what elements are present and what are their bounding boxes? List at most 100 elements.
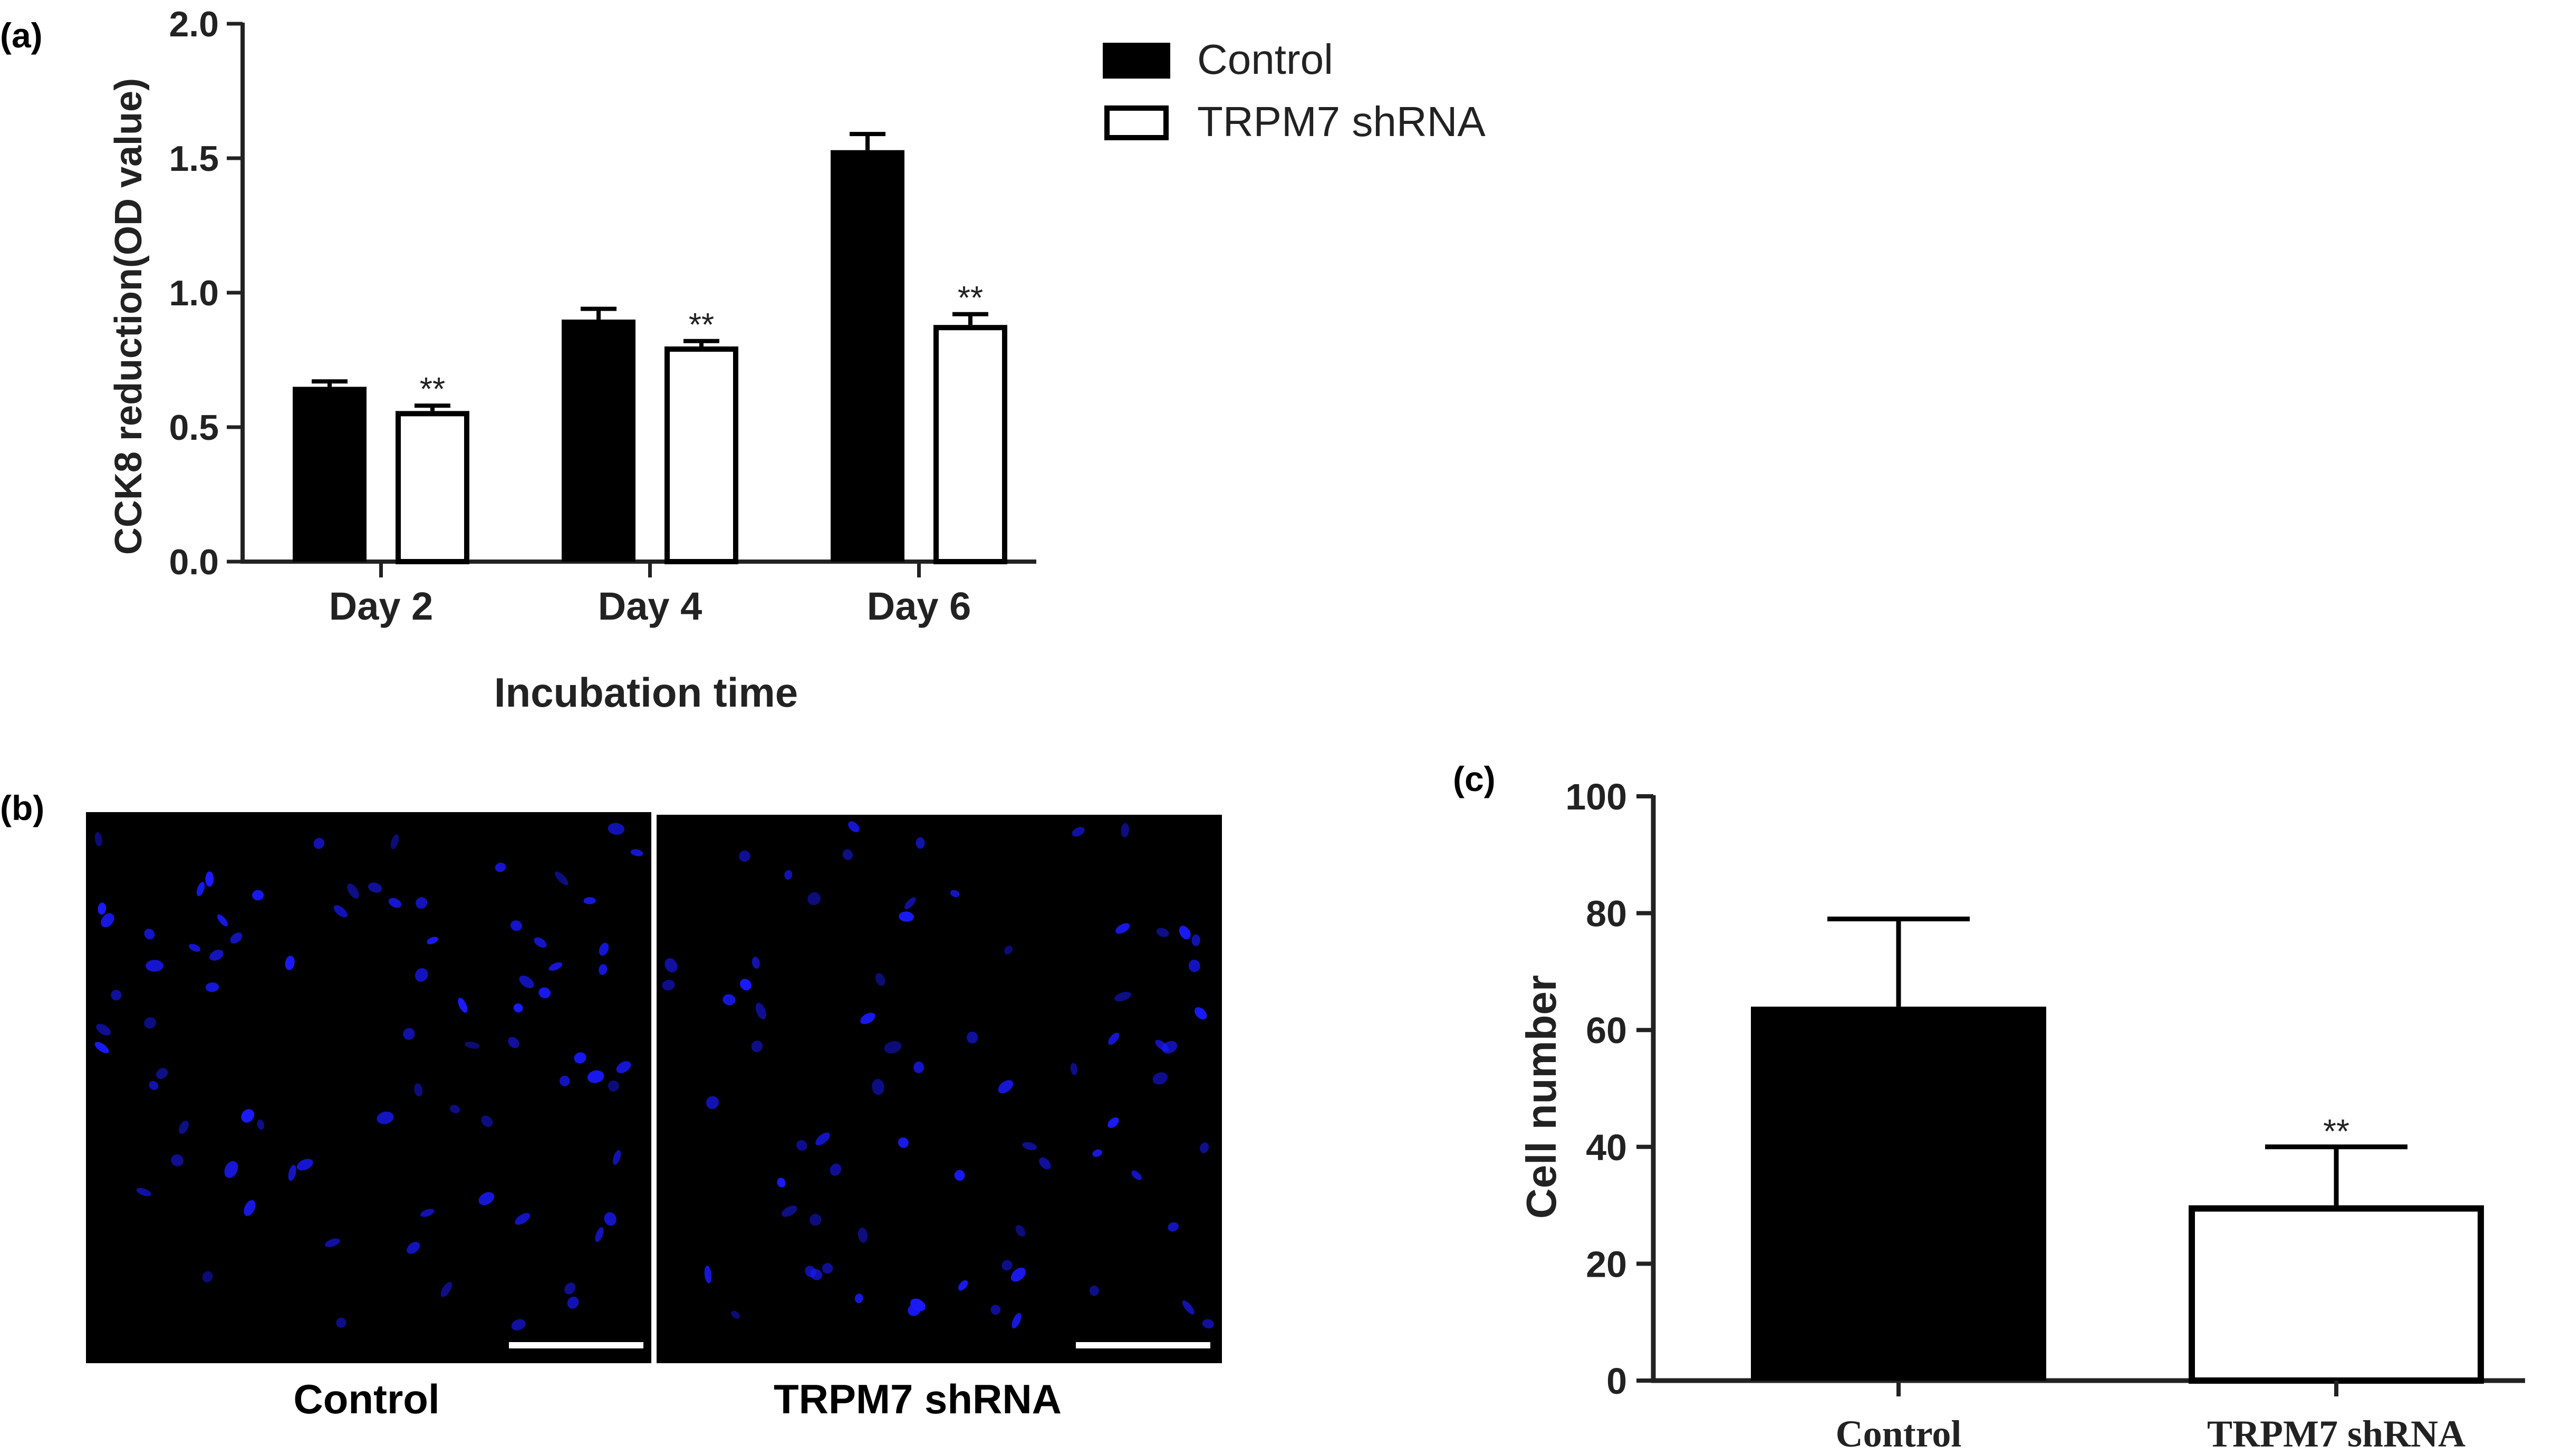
nucleus [706, 1096, 719, 1110]
nucleus [420, 1209, 435, 1217]
nucleus [564, 1283, 576, 1295]
nucleus [427, 937, 438, 944]
nucleus [608, 1080, 619, 1092]
nucleus [704, 1265, 712, 1284]
nucleus [815, 1132, 830, 1145]
nucleus [723, 994, 736, 1006]
chart-a-x-tick-label: Day 4 [598, 584, 702, 628]
nucleus [1182, 1300, 1195, 1315]
nucleus [111, 989, 122, 1001]
nucleus [156, 1068, 168, 1079]
nucleus [244, 1200, 256, 1216]
nucleus [202, 1271, 213, 1283]
significance-marker: ** [689, 307, 714, 343]
legend-label-control: Control [1197, 36, 1333, 83]
nucleus [599, 942, 609, 956]
bar-trpm7-shrna-day-2 [396, 411, 469, 565]
nucleus [548, 962, 563, 971]
nucleus [171, 1154, 184, 1166]
chart-c-bars: ** [1751, 917, 2484, 1384]
nucleus [751, 1040, 763, 1053]
nucleus [178, 1120, 189, 1134]
nucleus [241, 1109, 254, 1123]
chart-c-y-tick-label: 60 [1586, 1010, 1627, 1051]
nucleus [388, 898, 402, 908]
nucleus [508, 1037, 519, 1048]
nucleus [495, 862, 506, 872]
chart-c-y-ticks: 0 20 40 60 80 100 [1565, 776, 1653, 1402]
nucleus [739, 850, 750, 862]
chart-c-y-tick-label: 80 [1586, 893, 1627, 934]
nucleus [209, 949, 224, 961]
nucleus [630, 849, 643, 856]
bar-control-day-4 [562, 320, 635, 562]
nucleus [913, 1061, 924, 1074]
bar-control-day-6 [831, 150, 904, 562]
nucleus [613, 1150, 621, 1165]
nucleus [731, 1310, 740, 1319]
nucleus [465, 1042, 480, 1049]
nucleus [954, 1170, 965, 1181]
nucleus [872, 1079, 884, 1095]
nucleus [511, 1319, 526, 1330]
nucleus [990, 1305, 1001, 1315]
nucleus [781, 1206, 797, 1217]
nucleus [559, 1075, 570, 1086]
nucleus [285, 956, 295, 970]
chart-a-y-tick-label: 0.0 [169, 542, 219, 582]
bar-trpm7-shrna [2189, 1205, 2484, 1384]
panel-label-a: (a) [0, 16, 43, 55]
nucleus [347, 883, 359, 899]
significance-marker: ** [2323, 1112, 2349, 1150]
nucleus [96, 1024, 111, 1036]
nucleus [796, 1140, 807, 1151]
nucleus [368, 882, 382, 893]
nucleus [333, 905, 348, 918]
nucleus [414, 1083, 423, 1097]
nucleus [807, 892, 821, 905]
nucleus [1152, 1072, 1168, 1085]
nucleus [567, 1296, 579, 1309]
chart-c-y-tick-label: 0 [1606, 1361, 1627, 1402]
nucleus [784, 870, 793, 880]
nucleus [860, 1013, 875, 1025]
chart-a-y-tick-label: 1.0 [169, 273, 219, 313]
nucleus [481, 1115, 493, 1127]
nucleus [842, 849, 853, 861]
bar-control-day-2 [293, 387, 367, 562]
nucleus [94, 1042, 109, 1054]
nucleus [1191, 934, 1201, 947]
nucleus [257, 1120, 264, 1130]
legend-swatch-control [1103, 43, 1170, 79]
nucleus [416, 897, 428, 909]
nucleus [1131, 1170, 1142, 1180]
chart-a-y-ticks: 0.0 0.5 1.0 1.5 2.0 [169, 4, 243, 582]
nucleus [554, 871, 569, 885]
chart-c-y-tick-label: 20 [1586, 1243, 1627, 1285]
nucleus [205, 871, 214, 887]
chart-a-x-tick-label: Day 2 [329, 584, 433, 628]
nucleus [94, 832, 102, 846]
nucleus [1202, 1319, 1215, 1329]
nucleus [998, 1080, 1014, 1094]
nucleus [574, 1052, 586, 1064]
nucleus [777, 1178, 786, 1188]
nucleus [1004, 946, 1013, 954]
nucleus [884, 1041, 902, 1054]
nucleus [377, 1111, 394, 1124]
nucleus [478, 1192, 495, 1206]
nucleus [538, 987, 551, 999]
panel-label-c: (c) [1453, 759, 1496, 798]
nucleus [898, 1137, 909, 1148]
nucleus [875, 973, 885, 986]
nucleus [513, 1003, 523, 1013]
chart-c-y-tick-label: 100 [1565, 776, 1627, 817]
nucleus [144, 929, 155, 940]
nucleus [1015, 1224, 1026, 1237]
nucleus [752, 957, 760, 969]
legend-label-trpm7-shrna: TRPM7 shRNA [1197, 98, 1486, 145]
nucleus [534, 937, 547, 948]
scale-bar-control [509, 1342, 643, 1348]
significance-marker: ** [958, 280, 983, 316]
nucleus [1156, 928, 1169, 937]
